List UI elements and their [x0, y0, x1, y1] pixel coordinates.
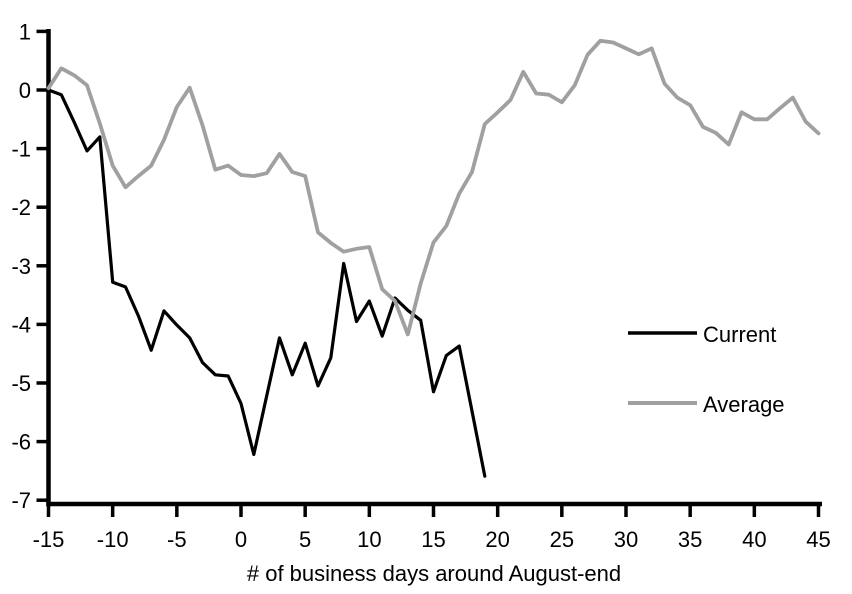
- x-tick-label: 15: [421, 527, 445, 552]
- x-tick-label: 20: [485, 527, 509, 552]
- x-tick-label: 25: [550, 527, 574, 552]
- x-tick-label: -15: [33, 527, 65, 552]
- y-tick-label: -4: [11, 312, 31, 337]
- x-tick-label: 5: [299, 527, 311, 552]
- legend-label-current: Current: [703, 322, 776, 347]
- y-tick-label: -3: [11, 254, 31, 279]
- x-tick-label: 30: [614, 527, 638, 552]
- x-tick-label: -10: [97, 527, 129, 552]
- chart-legend: Current Average: [628, 322, 785, 417]
- y-tick-label: -7: [11, 488, 31, 513]
- x-axis-title: # of business days around August-end: [247, 561, 621, 586]
- y-tick-label: -1: [11, 137, 31, 162]
- axes: 10-1-2-3-4-5-6-7-15 -10 -5 0 5 10 15 20 25 30 35 40…: [11, 19, 830, 552]
- y-tick-label: 1: [19, 19, 31, 44]
- x-tick-label: 45: [806, 527, 830, 552]
- y-tick-label: -2: [11, 195, 31, 220]
- x-tick-label: -5: [167, 527, 187, 552]
- x-tick-label: 0: [235, 527, 247, 552]
- y-tick-label: 0: [19, 78, 31, 103]
- x-tick-label: 10: [357, 527, 381, 552]
- legend-label-average: Average: [703, 392, 785, 417]
- y-tick-label: -5: [11, 371, 31, 396]
- x-tick-label: 40: [742, 527, 766, 552]
- y-tick-label: -6: [11, 430, 31, 455]
- series-average-line: [46, 38, 821, 337]
- series: [46, 38, 821, 478]
- x-tick-label: 35: [678, 527, 702, 552]
